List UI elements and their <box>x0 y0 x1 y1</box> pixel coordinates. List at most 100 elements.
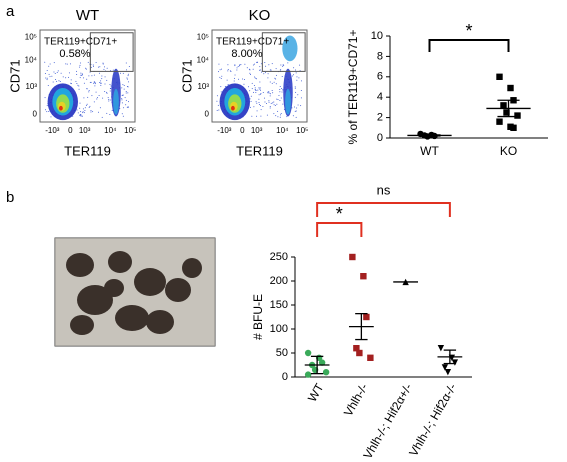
event-dot <box>90 110 92 112</box>
event-dot <box>95 91 97 93</box>
event-dot <box>260 71 262 73</box>
event-dot <box>293 67 295 69</box>
event-dot <box>296 107 298 109</box>
event-dot <box>269 95 271 97</box>
event-dot <box>100 82 102 84</box>
event-dot <box>295 116 297 118</box>
event-dot <box>85 67 87 69</box>
event-dot <box>108 99 110 101</box>
event-dot <box>297 104 299 106</box>
event-dot <box>275 83 277 85</box>
event-dot <box>282 89 284 91</box>
event-dot <box>218 71 220 73</box>
event-dot <box>93 81 95 83</box>
event-dot <box>246 67 248 69</box>
event-dot <box>258 94 260 96</box>
event-dot <box>300 105 302 107</box>
event-dot <box>126 69 128 71</box>
event-dot <box>296 76 298 78</box>
event-dot <box>69 63 71 65</box>
event-dot <box>46 79 48 81</box>
event-dot <box>122 72 124 74</box>
event-dot <box>70 82 72 84</box>
event-dot <box>221 75 223 77</box>
x-tick-label: -10³ <box>217 126 232 135</box>
event-dot <box>88 91 90 93</box>
event-dot <box>254 76 256 78</box>
event-dot <box>272 102 274 104</box>
event-dot <box>248 68 250 70</box>
event-dot <box>260 89 262 91</box>
event-dot <box>236 69 238 71</box>
event-dot <box>94 85 96 87</box>
flow-plot: WT TER119+CD71+0.58% TER119 CD71 -10³ 0 10³ 10⁴… <box>7 7 136 158</box>
gate-label: TER119+CD71+ <box>216 37 289 48</box>
data-point <box>496 73 503 80</box>
event-dot <box>254 77 256 79</box>
event-dot <box>270 93 272 95</box>
event-dot <box>77 112 79 114</box>
event-dot <box>121 102 123 104</box>
event-dot <box>86 88 88 90</box>
event-dot <box>120 72 122 74</box>
event-dot <box>293 74 295 76</box>
event-dot <box>111 109 113 111</box>
event-dot <box>271 89 273 91</box>
gate <box>89 32 134 72</box>
data-point <box>437 345 445 352</box>
y-tick-label: 100 <box>270 323 288 335</box>
y-tick-label: 4 <box>377 91 383 103</box>
event-dot <box>55 78 57 80</box>
event-dot <box>121 113 123 115</box>
event-dot <box>268 101 270 103</box>
event-dot <box>263 97 265 99</box>
event-dot <box>107 97 109 99</box>
event-dot <box>277 110 279 112</box>
event-dot <box>76 109 78 111</box>
event-dot <box>249 72 251 74</box>
y-tick-label: 10⁵ <box>25 32 37 41</box>
event-dot <box>267 73 269 75</box>
event-dot <box>80 111 82 113</box>
event-dot <box>83 77 85 79</box>
y-tick-label: 0 <box>33 110 38 119</box>
event-dot <box>62 76 64 78</box>
event-dot <box>279 88 281 90</box>
event-dot <box>237 66 239 68</box>
density <box>113 88 119 115</box>
event-dot <box>273 104 275 106</box>
micrograph <box>54 237 216 347</box>
event-dot <box>295 69 297 71</box>
event-dot <box>90 111 92 113</box>
event-dot <box>125 99 127 101</box>
event-dot <box>253 84 255 86</box>
event-dot <box>244 63 246 65</box>
event-dot <box>104 91 106 93</box>
event-dot <box>106 112 108 114</box>
event-dot <box>82 111 84 113</box>
y-tick-label: 10 <box>371 30 383 42</box>
event-dot <box>260 93 262 95</box>
event-dot <box>295 91 297 93</box>
data-point <box>510 124 517 131</box>
event-dot <box>110 88 112 90</box>
event-dot <box>88 75 90 77</box>
data-point <box>318 359 326 366</box>
significance-label: ns <box>377 182 391 197</box>
event-dot <box>233 80 235 82</box>
event-dot <box>122 84 124 86</box>
y-tick-label: 150 <box>270 299 288 311</box>
event-dot <box>269 105 271 107</box>
plot-title: WT <box>76 7 99 24</box>
x-tick-label: 0 <box>68 126 73 135</box>
event-dot <box>256 115 258 117</box>
x-tick-label: -10³ <box>45 126 60 135</box>
event-dot <box>295 72 297 74</box>
event-dot <box>220 77 222 79</box>
event-dot <box>60 72 62 74</box>
event-dot <box>56 71 58 73</box>
event-dot <box>83 112 85 114</box>
significance-label: * <box>465 21 472 41</box>
event-dot <box>281 65 283 67</box>
event-dot <box>260 115 262 117</box>
